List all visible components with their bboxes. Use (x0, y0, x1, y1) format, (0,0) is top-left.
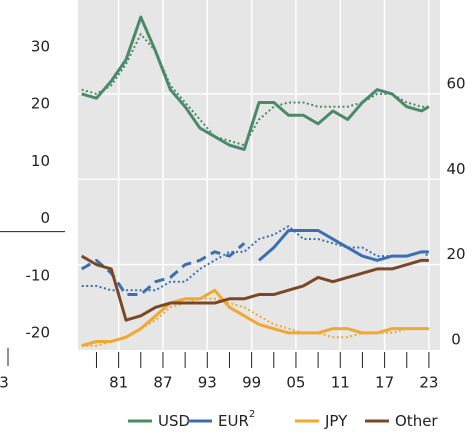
x-tick-label: 11 (331, 374, 350, 392)
x-tick-label: 05 (286, 374, 305, 392)
series-line (80, 242, 246, 297)
series-line (258, 228, 429, 262)
x-tick-label: 23 (419, 374, 438, 392)
legend-name: EUR (218, 412, 249, 430)
series-line (81, 15, 430, 151)
x-tick-label: 93 (198, 374, 217, 392)
series-line (81, 288, 429, 348)
y2-tick-label: 0 (451, 331, 461, 349)
y2-tick-label: 60 (446, 74, 465, 92)
left-y-tick-label: 30 (31, 38, 50, 56)
left-y-tick-label: 10 (31, 152, 50, 170)
left-y-tick-label: -20 (26, 324, 51, 342)
x-tick-label: 87 (153, 374, 172, 392)
legend-superscript: 2 (249, 409, 255, 420)
left-y-tick-label: 0 (40, 209, 50, 227)
legend-label: USD (158, 412, 190, 430)
left-y-tick-label: 20 (31, 95, 50, 113)
legend-label: EUR2 (218, 409, 255, 430)
legend-label: JPY (324, 412, 348, 430)
legend-name: JPY (324, 412, 348, 430)
series-line (81, 33, 429, 147)
x-tick-label: 17 (375, 374, 394, 392)
legend-name: USD (158, 412, 190, 430)
left-x-tick-label: 3 (0, 374, 9, 392)
y2-tick-label: 20 (446, 245, 465, 263)
series-line (81, 225, 430, 292)
plot-background (78, 0, 440, 350)
left-y-tick-label: -10 (26, 266, 51, 284)
legend-label: Other (395, 412, 438, 430)
legend-name: Other (395, 412, 438, 430)
x-tick-label: 81 (109, 374, 128, 392)
series-line (80, 254, 429, 322)
y2-tick-label: 40 (446, 160, 465, 178)
x-tick-label: 99 (242, 374, 261, 392)
